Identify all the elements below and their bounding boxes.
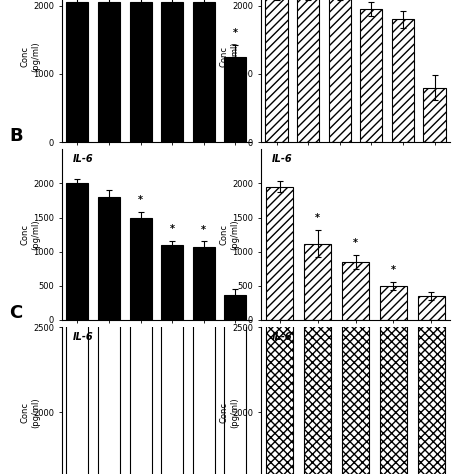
Text: *: * [315,213,320,223]
Text: *: * [391,265,396,275]
Text: C: C [9,304,23,322]
Bar [129,145,152,474]
Bar [328,0,351,142]
Bar [418,99,445,474]
Text: *: * [353,238,358,248]
Text: IL-6: IL-6 [272,155,293,164]
Bar [224,95,246,474]
X-axis label: OSMR Ab (ug/ml): OSMR Ab (ug/ml) [120,162,192,171]
Bar [98,2,120,142]
Bar [418,296,445,320]
Text: *: * [138,195,143,205]
Bar [304,244,331,320]
Text: *: * [170,224,175,234]
Y-axis label: Conc
(pg/ml): Conc (pg/ml) [20,219,40,250]
Bar [193,129,215,474]
X-axis label: OSMR Ab (ug/ml): OSMR Ab (ug/ml) [120,339,192,348]
Text: IL-6: IL-6 [272,332,293,342]
Bar [193,2,215,142]
Y-axis label: Conc
(pg/ml): Conc (pg/ml) [219,219,239,250]
Bar [193,247,215,320]
Bar [224,57,246,142]
Y-axis label: Conc
(pg/ml): Conc (pg/ml) [219,42,239,72]
Text: *: * [233,28,238,38]
Text: IL-6: IL-6 [73,155,94,164]
Text: B: B [9,127,23,145]
Y-axis label: Conc
(pg/ml): Conc (pg/ml) [20,42,40,72]
Y-axis label: Conc
(pg/ml): Conc (pg/ml) [219,397,239,428]
Bar [342,262,369,320]
Bar [380,286,407,320]
Bar [161,117,183,474]
Bar [392,19,414,142]
Bar [66,156,89,474]
Bar [304,146,331,474]
Bar [266,187,293,320]
Bar [266,165,293,474]
Bar [98,143,120,474]
X-axis label: gp130 Ab (ug/ml): gp130 Ab (ug/ml) [319,339,392,348]
Bar [360,9,383,142]
Text: *: * [201,225,206,235]
Bar [66,2,89,142]
Text: IL-6: IL-6 [73,332,94,342]
Bar [224,295,246,320]
Bar [265,0,288,142]
Y-axis label: Conc
(pg/ml): Conc (pg/ml) [20,397,40,428]
Bar [129,218,152,320]
Bar [129,2,152,142]
Bar [423,88,446,142]
Bar [66,183,89,320]
X-axis label: gp130 Ab (ug/ml): gp130 Ab (ug/ml) [319,162,392,171]
Bar [161,245,183,320]
Bar [342,139,369,474]
Bar [297,0,319,142]
Bar [161,2,183,142]
Bar [98,197,120,320]
Bar [380,119,407,474]
